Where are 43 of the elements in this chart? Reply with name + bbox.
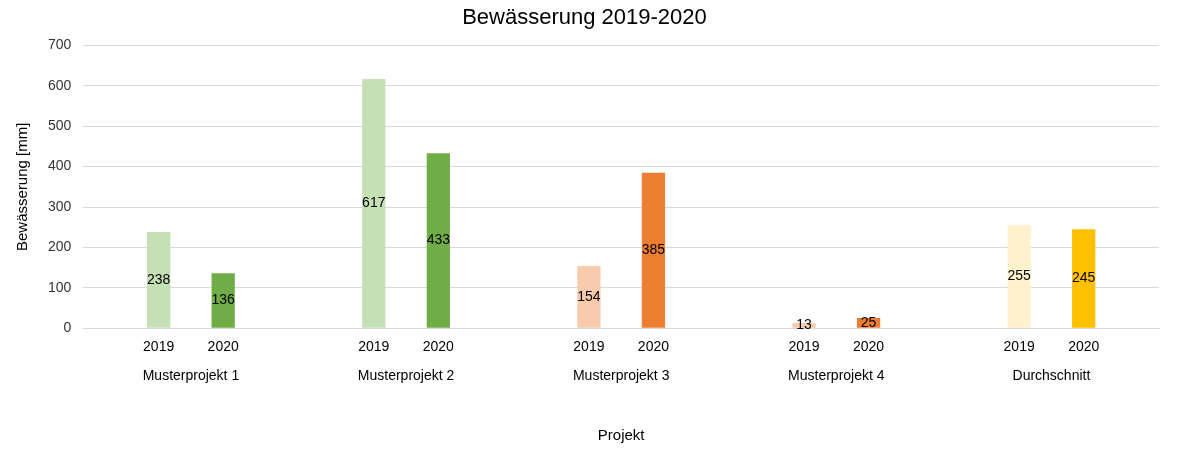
data-label: 13 (796, 316, 813, 333)
text: 2019 (143, 338, 175, 355)
x-axis-title: Projekt (597, 426, 646, 444)
text: 2019 (358, 338, 390, 355)
x-tick-label: Musterprojekt 3 (572, 367, 670, 384)
bar (1072, 229, 1096, 328)
y-tick-label: 300 (48, 197, 72, 214)
y-axis-title: Bewässerung [mm] (13, 122, 31, 251)
series-label: 2020 (1068, 338, 1100, 355)
y-tick-label: 700 (48, 36, 72, 53)
text: 2019 (788, 338, 820, 355)
x-tick-label: Musterprojekt 1 (142, 367, 240, 384)
data-label: 136 (211, 291, 236, 308)
y-tick-label: 200 (48, 238, 72, 255)
text: 2020 (853, 338, 885, 355)
y-tick-label: 100 (48, 278, 72, 295)
text: 2020 (637, 338, 670, 355)
data-label: 245 (1072, 269, 1096, 286)
bar (147, 232, 171, 328)
data-label: 433 (426, 231, 451, 248)
data-label: 154 (577, 287, 601, 304)
x-tick-label: Musterprojekt 4 (788, 367, 885, 384)
text: 2019 (1003, 338, 1035, 355)
data-label: 238 (146, 270, 171, 287)
y-tick-label: 600 (48, 76, 72, 93)
data-label: 385 (641, 241, 666, 258)
bar (426, 153, 450, 328)
x-tick-label: Musterprojekt 2 (357, 367, 455, 384)
text: 2020 (207, 338, 239, 355)
chart-title: Bewässerung 2019-2020 (462, 4, 707, 30)
data-label: 255 (1007, 267, 1032, 284)
bar (577, 265, 601, 328)
x-tick-label: Durchschnitt (1012, 367, 1091, 384)
bar (362, 78, 386, 328)
y-tick-label: 400 (48, 157, 72, 174)
data-label: 617 (362, 194, 386, 211)
data-label: 25 (860, 313, 877, 330)
series-label: 2019 (573, 338, 605, 355)
y-tick-label: 0 (63, 319, 72, 336)
y-tick-label: 500 (48, 117, 72, 134)
bar (641, 172, 666, 328)
bar (1007, 225, 1031, 328)
text: 2020 (422, 338, 454, 355)
